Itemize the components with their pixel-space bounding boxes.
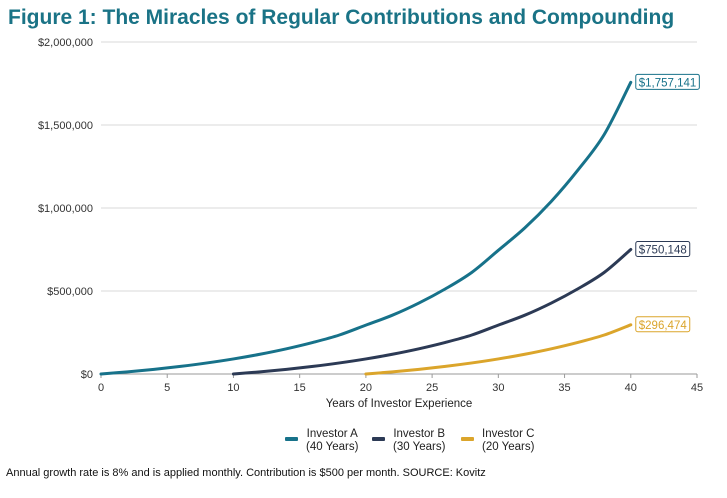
series-line-investor-c	[364, 323, 633, 376]
legend-item-investor-a[interactable]: Investor A (40 Years)	[285, 428, 358, 454]
line-chart: $0 $500,000 $1,000,000 $1,500,000 $2,000,000…	[38, 37, 703, 410]
legend-sublabel-investor-b: (30 Years)	[393, 441, 446, 453]
series-line-investor-a	[99, 80, 633, 376]
end-label-box-investor-c	[635, 316, 691, 333]
end-label-text-investor-b: $750,148	[639, 244, 687, 256]
end-label-box-investor-b	[635, 240, 691, 257]
legend-swatch-investor-b	[372, 437, 385, 441]
x-tick-label: 10	[227, 382, 239, 394]
legend-label-investor-a: Investor A	[306, 428, 358, 440]
legend-sublabel-investor-a: (40 Years)	[306, 441, 359, 453]
legend-label-investor-b: Investor B	[393, 428, 446, 440]
legend: Investor A (40 Years) Investor B (30 Yea…	[0, 428, 727, 462]
y-tick-label: $1,500,000	[38, 120, 93, 132]
legend-swatch-investor-a	[285, 437, 298, 441]
end-label-investor-b: $750,148	[635, 240, 691, 257]
end-label-text-investor-c: $296,474	[639, 320, 688, 332]
gridlines	[101, 41, 697, 375]
end-label-box-investor-a	[635, 73, 700, 90]
y-tick-label: $500,000	[47, 286, 93, 298]
x-tick-label: 35	[558, 382, 570, 394]
x-tick-label: 40	[625, 382, 637, 394]
y-tick-label: $2,000,000	[38, 37, 93, 49]
legend-sublabel-investor-c: (20 Years)	[482, 441, 535, 453]
footnote: Annual growth rate is 8% and is applied …	[6, 467, 486, 479]
x-tick-label: 25	[426, 382, 438, 394]
x-tick-label: 0	[98, 382, 104, 394]
x-tick-label: 20	[360, 382, 372, 394]
x-tick-label: 5	[164, 382, 170, 394]
y-tick-label: $1,000,000	[38, 203, 93, 215]
end-label-investor-c: $296,474	[635, 316, 691, 333]
legend-item-investor-c[interactable]: Investor C (20 Years)	[461, 428, 534, 454]
chart-title: Figure 1: The Miracles of Regular Contri…	[8, 6, 675, 29]
series-lines	[99, 80, 633, 376]
series-line-investor-b	[231, 247, 633, 376]
legend-swatch-investor-c	[461, 437, 474, 441]
x-tick-label: 45	[691, 382, 703, 394]
x-tick-label: 30	[492, 382, 504, 394]
y-tick-label: $0	[81, 369, 93, 381]
x-axis-title: Years of Investor Experience	[326, 398, 473, 410]
axes: $0 $500,000 $1,000,000 $1,500,000 $2,000,000…	[38, 37, 703, 410]
x-tick-label: 15	[294, 382, 306, 394]
end-value-labels: $1,757,141 $750,148 $296,474	[635, 73, 700, 333]
end-label-text-investor-a: $1,757,141	[639, 77, 697, 89]
legend-item-investor-b[interactable]: Investor B (30 Years)	[372, 428, 445, 454]
end-label-investor-a: $1,757,141	[635, 73, 700, 90]
legend-label-investor-c: Investor C	[482, 428, 535, 440]
